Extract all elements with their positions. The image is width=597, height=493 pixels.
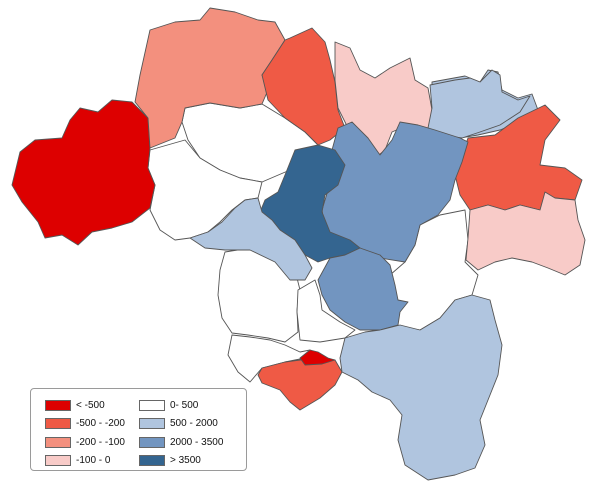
- legend-label: -500 - -200: [76, 417, 125, 429]
- north-central-region: [261, 27, 346, 146]
- white-east-strip-region: [296, 279, 356, 343]
- legend-swatch: [139, 399, 165, 411]
- legend-swatch: [139, 417, 165, 429]
- legend-label: -200 - -100: [76, 436, 125, 448]
- legend-swatch: [45, 399, 71, 411]
- legend-swatch: [139, 436, 165, 448]
- legend-item-0-500: 0- 500: [139, 398, 198, 412]
- legend-swatch: [45, 454, 71, 466]
- legend-swatch: [139, 454, 165, 466]
- map-legend: < -500 -500 - -200 -200 - -100 -100 - 0 …: [30, 388, 247, 471]
- legend-swatch: [45, 436, 71, 448]
- legend-label: -100 - 0: [76, 454, 111, 466]
- small-enclave-region: [299, 349, 336, 366]
- legend-swatch: [45, 417, 71, 429]
- northwest-region: [134, 7, 286, 149]
- south-region: [339, 294, 503, 481]
- legend-label: > 3500: [170, 454, 201, 466]
- legend-label: < -500: [76, 399, 105, 411]
- west-center-region: [189, 197, 313, 281]
- legend-label: 2000 - 3500: [170, 436, 224, 448]
- legend-label: 0- 500: [170, 399, 199, 411]
- legend-item-lt-neg500: < -500: [45, 398, 105, 412]
- southwest-region: [257, 357, 343, 411]
- south-center-region: [317, 247, 409, 331]
- legend-item-2000-3500: 2000 - 3500: [139, 435, 223, 449]
- west-region: [11, 99, 156, 246]
- legend-item-neg500-neg200: -500 - -200: [45, 416, 125, 430]
- southeast-region: [465, 191, 586, 276]
- legend-item-neg200-neg100: -200 - -100: [45, 435, 125, 449]
- legend-label: 500 - 2000: [170, 417, 218, 429]
- legend-item-500-2000: 500 - 2000: [139, 416, 218, 430]
- legend-item-gt3500: > 3500: [139, 453, 201, 467]
- legend-item-neg100-0: -100 - 0: [45, 453, 110, 467]
